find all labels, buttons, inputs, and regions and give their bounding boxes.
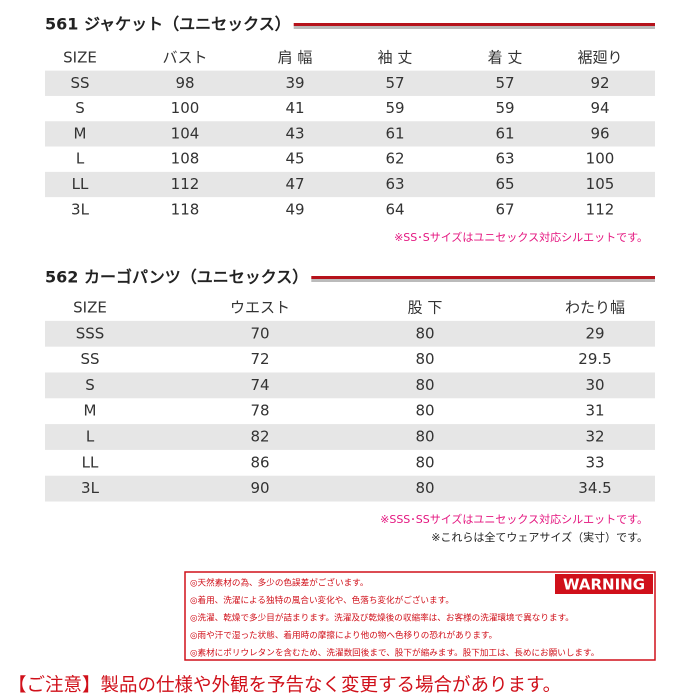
cell: 57 (495, 74, 514, 92)
cell: SS (70, 74, 89, 92)
cell: 67 (495, 200, 514, 218)
cell: M (84, 402, 97, 420)
cell: 112 (586, 200, 615, 218)
cell: 32 (585, 428, 604, 446)
column-header: 股 下 (408, 299, 443, 317)
title-rule-shadow (311, 279, 655, 282)
cell: 74 (250, 376, 269, 394)
column-header: 着 丈 (488, 49, 523, 67)
cell: 112 (171, 175, 200, 193)
cell: SSS (76, 324, 105, 342)
warning-line: ◎洗濯、乾燥で多少目が詰まります。洗濯及び乾燥後の収縮率は、お客様の洗濯環境で異… (190, 612, 574, 624)
cell: 86 (250, 453, 269, 471)
cell: 41 (285, 99, 304, 117)
warning-line: ◎着用、洗濯による独特の風合い変化や、色落ち変化がございます。 (190, 594, 454, 606)
warning-line: ◎天然素材の為、多少の色誤差がございます。 (190, 577, 369, 589)
column-header: SIZE (73, 299, 107, 317)
cell: 45 (285, 150, 304, 168)
column-header: わたり幅 (565, 299, 625, 317)
cell: 100 (171, 99, 200, 117)
warning-line: ◎雨や汗で湿った状態、着用時の摩擦により他の物へ色移りの恐れがあります。 (190, 629, 497, 641)
cell: 57 (385, 74, 404, 92)
title-rule (293, 23, 655, 26)
column-header: 裾廻り (577, 49, 622, 67)
cell: 49 (285, 200, 304, 218)
cell: 3L (71, 200, 90, 218)
column-header: 肩 幅 (278, 49, 313, 67)
cell: 70 (250, 324, 269, 342)
row-bg (45, 121, 655, 147)
cell: 63 (385, 175, 404, 193)
cell: 59 (385, 99, 404, 117)
row-bg (45, 372, 655, 399)
cell: 105 (586, 175, 615, 193)
row-bg (45, 475, 655, 502)
cell: 80 (415, 479, 434, 497)
cell: 92 (590, 74, 609, 92)
warning-badge: WARNING (563, 576, 645, 594)
cell: 39 (285, 74, 304, 92)
cell: LL (72, 175, 89, 193)
row-bg (45, 171, 655, 198)
cell: M (74, 124, 87, 142)
cell: 94 (590, 99, 609, 117)
section-title: 562 カーゴパンツ（ユニセックス） (45, 268, 308, 287)
cell: 34.5 (578, 479, 611, 497)
note: ※SS･Sサイズはユニセックス対応シルエットです。 (394, 230, 648, 244)
row-bg (45, 424, 655, 450)
cell: 118 (171, 200, 200, 218)
warning-line: ◎素材にポリウレタンを含むため、洗濯数回後まで、股下が縮みます。股下加工は、長め… (190, 647, 599, 659)
cell: 72 (250, 350, 269, 368)
cell: 63 (495, 150, 514, 168)
note: ※これらは全てウェアサイズ（実寸）です。 (431, 530, 648, 544)
column-header: ウエスト (230, 299, 290, 317)
cell: 30 (585, 376, 604, 394)
column-header: SIZE (63, 49, 97, 67)
cell: S (85, 376, 95, 394)
row-bg (45, 320, 655, 347)
column-header: バスト (162, 49, 207, 67)
cell: 90 (250, 479, 269, 497)
cell: 80 (415, 350, 434, 368)
cell: 80 (415, 376, 434, 394)
cell: 3L (81, 479, 100, 497)
cell: LL (82, 453, 99, 471)
title-rule-shadow (293, 26, 655, 29)
cell: 33 (585, 453, 604, 471)
cell: 98 (175, 74, 194, 92)
cell: 80 (415, 402, 434, 420)
cell: 80 (415, 428, 434, 446)
cell: 29.5 (578, 350, 611, 368)
cell: 108 (171, 150, 200, 168)
cell: L (86, 428, 95, 446)
cell: 43 (285, 124, 304, 142)
section-title: 561 ジャケット（ユニセックス） (45, 15, 291, 34)
note: ※SSS･SSサイズはユニセックス対応シルエットです。 (380, 512, 648, 526)
cell: 82 (250, 428, 269, 446)
cell: 100 (586, 150, 615, 168)
cell: 29 (585, 324, 604, 342)
cell: S (75, 99, 85, 117)
cell: 61 (495, 124, 514, 142)
cell: 31 (585, 402, 604, 420)
cell: 104 (171, 124, 200, 142)
cell: SS (80, 350, 99, 368)
cell: 80 (415, 324, 434, 342)
row-bg (45, 70, 655, 96)
cell: 96 (590, 124, 609, 142)
cell: 59 (495, 99, 514, 117)
column-header: 袖 丈 (378, 49, 413, 67)
warning-badge-bg (555, 574, 653, 594)
cell: 65 (495, 175, 514, 193)
cell: 61 (385, 124, 404, 142)
cell: 78 (250, 402, 269, 420)
cell: L (76, 150, 85, 168)
cell: 80 (415, 453, 434, 471)
cell: 62 (385, 150, 404, 168)
cell: 47 (285, 175, 304, 193)
footer-note: 【ご注意】製品の仕様や外観を予告なく変更する場合があります。 (8, 675, 561, 696)
cell: 64 (385, 200, 404, 218)
title-rule (311, 276, 655, 279)
